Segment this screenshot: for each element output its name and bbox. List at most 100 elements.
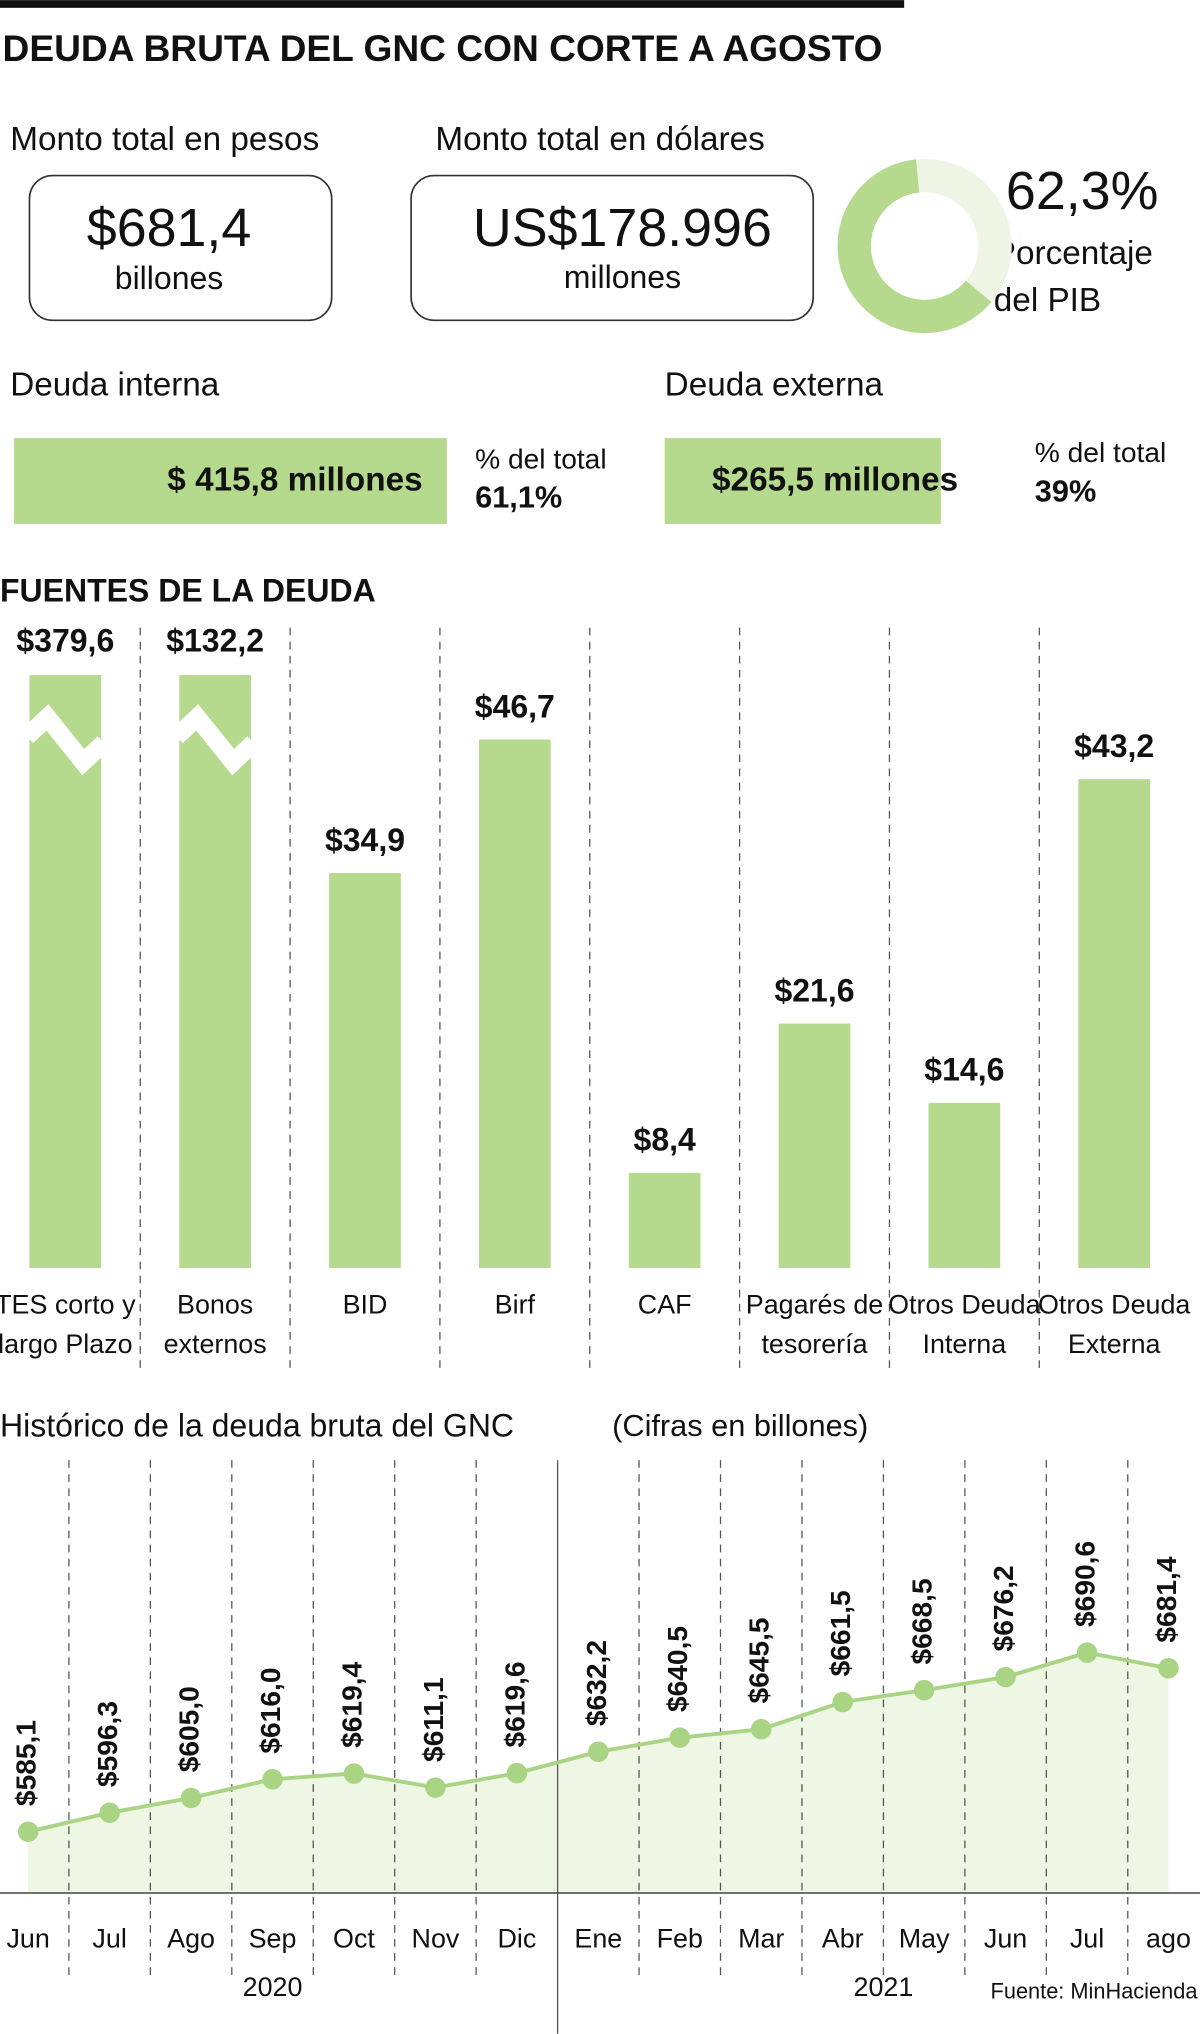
x-tick-label: BID [343, 1290, 388, 1320]
value-label: $21,6 [774, 972, 854, 1008]
x-tick-label: Jun [7, 1923, 50, 1953]
point [99, 1802, 120, 1823]
bar [329, 873, 401, 1269]
value-label: $661,5 [824, 1590, 856, 1676]
dolares-amount: US$178.996 [473, 198, 772, 258]
point [262, 1769, 283, 1790]
x-tick-label: Dic [497, 1923, 536, 1953]
value-label: $14,6 [924, 1052, 1004, 1088]
point [180, 1787, 202, 1809]
pesos-label: Monto total en pesos [10, 121, 319, 158]
pib-text: del PIB [994, 282, 1101, 319]
x-tick-label: Sep [249, 1923, 297, 1953]
value-label: $681,4 [1150, 1556, 1182, 1642]
value-label: $619,6 [498, 1661, 530, 1747]
value-label: $596,3 [91, 1701, 123, 1787]
bar [478, 739, 551, 1269]
point [425, 1777, 446, 1798]
x-tick-label: Oct [333, 1923, 375, 1953]
source: Fuente: MinHacienda [991, 1979, 1199, 2004]
x-tick-label: Pagarés de tesorería [746, 1290, 883, 1360]
x-tick-label: ago [1146, 1923, 1191, 1953]
value-label: $605,0 [173, 1686, 205, 1772]
point [343, 1763, 365, 1784]
pib-value: 62,3% [1006, 161, 1158, 221]
pesos-box [28, 174, 333, 322]
x-tick-label: Birf [495, 1290, 536, 1320]
point [17, 1821, 39, 1842]
point [1076, 1642, 1098, 1663]
value-label: $379,6 [16, 622, 114, 658]
dolares-box [410, 174, 815, 322]
bar [179, 675, 252, 1269]
x-tick-label: Nov [412, 1923, 460, 1953]
main-title: DEUDA BRUTA DEL GNC CON CORTE A AGOSTO [3, 27, 883, 69]
value-label: $34,9 [325, 822, 405, 858]
pesos-unit: billones [115, 260, 224, 296]
axis-break [20, 704, 110, 776]
bar [778, 1023, 851, 1269]
chart-title: FUENTES DE LA DEUDA [0, 573, 376, 609]
share-amount: $ 415,8 millones [167, 461, 422, 498]
x-tick-label: Jul [1070, 1923, 1104, 1953]
value-label: $132,2 [166, 622, 264, 658]
share-value: 61,1% [475, 480, 562, 515]
value-label: $668,5 [906, 1578, 938, 1664]
point [1158, 1657, 1179, 1679]
x-tick-label: Feb [657, 1923, 703, 1953]
value-label: $632,2 [580, 1640, 612, 1726]
pesos-amount: $681,4 [87, 198, 251, 258]
bar [628, 1172, 701, 1269]
share-amount: $265,5 millones [712, 461, 958, 498]
point [588, 1741, 609, 1762]
value-label: $616,0 [254, 1668, 286, 1754]
point [750, 1718, 772, 1740]
value-label: $619,4 [335, 1661, 367, 1747]
bar [29, 675, 102, 1269]
x-tick-label: Ene [574, 1923, 622, 1953]
value-label: $46,7 [475, 688, 555, 724]
point [913, 1679, 935, 1701]
x-tick-label: CAF [638, 1290, 692, 1320]
x-tick-label: TES corto y largo Plazo [0, 1290, 136, 1360]
share-label: % del total [475, 443, 606, 475]
dolares-label: Monto total en dólares [435, 121, 764, 158]
x-tick-label: Abr [822, 1923, 864, 1953]
value-label: $640,5 [661, 1626, 693, 1712]
pib-text: Porcentaje [994, 235, 1153, 272]
point [669, 1727, 691, 1748]
value-label: $8,4 [634, 1122, 696, 1158]
x-tick-label: Mar [738, 1923, 784, 1953]
interna-label: Deuda interna [10, 367, 220, 404]
x-tick-label: Jul [92, 1923, 126, 1953]
value-label: $690,6 [1068, 1541, 1100, 1627]
value-label: $43,2 [1074, 728, 1154, 764]
point [506, 1762, 528, 1784]
chart-title: Histórico de la deuda bruta del GNC [0, 1408, 514, 1444]
share-value: 39% [1035, 473, 1096, 508]
value-label: $585,1 [10, 1720, 42, 1806]
x-tick-label: Otros Deuda Interna [888, 1290, 1040, 1360]
chart-subtitle: (Cifras en billones) [612, 1408, 868, 1443]
share-bar [664, 438, 941, 524]
x-tick-label: Otros Deuda Externa [1038, 1290, 1190, 1360]
value-label: $676,2 [987, 1565, 1019, 1651]
x-tick-label: Ago [167, 1923, 215, 1953]
x-tick-label: May [899, 1923, 950, 1953]
share-bar [14, 438, 447, 524]
axis-break [170, 704, 260, 776]
bar [928, 1102, 1001, 1269]
value-label: $611,1 [417, 1677, 449, 1762]
share-label: % del total [1035, 436, 1166, 468]
value-label: $645,5 [743, 1617, 775, 1703]
bar [1078, 779, 1151, 1269]
donut-segment [837, 159, 992, 334]
point [832, 1691, 853, 1713]
group-label: 2020 [243, 1972, 303, 2002]
externa-label: Deuda externa [665, 367, 884, 404]
dolares-unit: millones [564, 259, 681, 295]
x-tick-label: Jun [984, 1923, 1027, 1953]
top-rule [0, 0, 905, 8]
point [995, 1666, 1016, 1688]
x-tick-label: Bonos externos [164, 1290, 267, 1360]
